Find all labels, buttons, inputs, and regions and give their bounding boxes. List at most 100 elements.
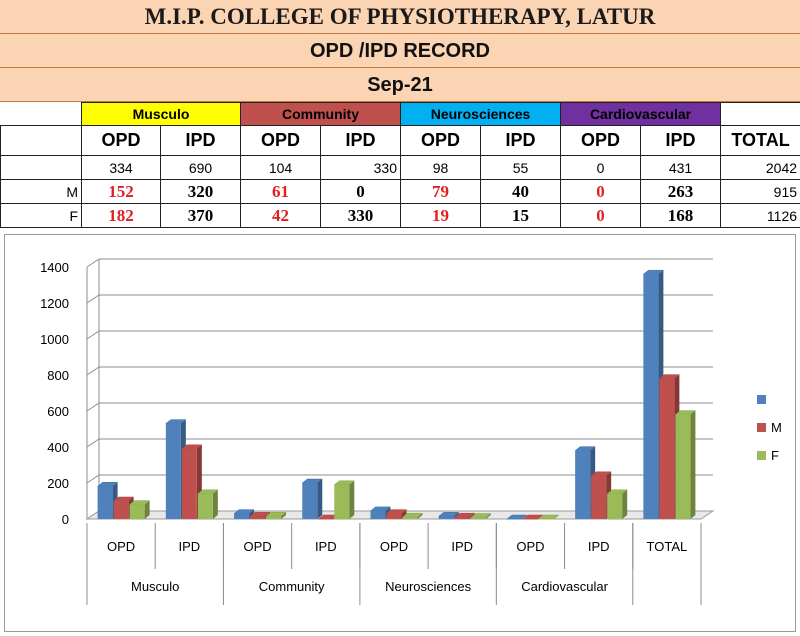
row-label (0, 155, 82, 180)
bar (386, 513, 402, 519)
sub-header: OPD (400, 125, 481, 156)
x-tick-label: OPD (243, 539, 271, 554)
department-header-row: Musculo Community Neurosciences Cardiova… (1, 102, 800, 126)
bar (318, 519, 334, 520)
y-tick-label: 0 (62, 512, 69, 527)
table-cell: 168 (640, 203, 722, 228)
sub-header: IPD (479, 125, 562, 156)
bar-side (144, 500, 150, 519)
bar-side (485, 513, 491, 519)
table-cell: 0 (320, 179, 401, 204)
dept-header-community: Community (240, 102, 401, 126)
legend-swatch (757, 395, 766, 404)
bar (266, 516, 282, 519)
bar (97, 486, 113, 519)
dept-header-musculo: Musculo (81, 102, 241, 126)
group-label: Cardiovascular (521, 579, 608, 594)
row-label: F (0, 203, 82, 228)
bar (402, 517, 418, 519)
bar-side (622, 489, 628, 519)
dept-header-neurosciences: Neurosciences (399, 102, 562, 126)
bar (302, 483, 318, 519)
bar-top (96, 481, 119, 487)
bar (165, 423, 181, 519)
sub-header: OPD (81, 125, 161, 156)
table-cell: 61 (240, 179, 321, 204)
bar-top (333, 480, 356, 486)
x-tick-label: OPD (380, 539, 408, 554)
table-cell: 0 (560, 203, 642, 228)
table-cell: 40 (479, 179, 562, 204)
bar-side (401, 509, 407, 519)
bar (438, 516, 454, 519)
bar (250, 516, 266, 519)
opd-ipd-table: Musculo Community Neurosciences Cardiova… (0, 102, 800, 228)
legend-swatch (757, 451, 766, 460)
x-tick-label: IPD (178, 539, 200, 554)
table-cell: 182 (81, 203, 161, 228)
bar-side (317, 479, 323, 519)
x-tick-label: OPD (107, 539, 135, 554)
bar-top (181, 444, 203, 450)
y-tick-label: 600 (47, 404, 69, 419)
table-cell: 263 (640, 179, 722, 204)
table-cell: 42 (240, 203, 321, 228)
legend-label: M (771, 420, 782, 435)
row-total: 1126 (720, 203, 800, 228)
y-tick-label: 400 (47, 440, 69, 455)
y-tick-label: 800 (47, 368, 69, 383)
bar (506, 519, 522, 520)
bar-side (417, 513, 423, 519)
table-cell: 0 (560, 179, 642, 204)
sub-header-corner (0, 125, 82, 156)
bar (470, 517, 486, 519)
bar (538, 519, 554, 520)
bar (643, 274, 659, 519)
group-label: Community (259, 579, 325, 594)
y-tick-label: 200 (47, 476, 69, 491)
gridline-side (86, 402, 100, 412)
bar (334, 484, 350, 519)
table-cell: 330 (320, 203, 401, 228)
table-row-male: M 152 320 61 0 79 40 0 263 915 (0, 179, 800, 204)
table-cell: 0 (560, 155, 642, 180)
bar-top (590, 471, 612, 477)
chart-area: 0 200 400 600 800 1000 1200 1400 OPD IPD OPD IPD OPD… (4, 234, 796, 632)
bar (181, 448, 197, 519)
x-tick-label: IPD (451, 539, 473, 554)
gridline-side (86, 330, 100, 340)
bar (113, 501, 129, 519)
table-cell: 104 (240, 155, 321, 180)
gridline-side (86, 438, 100, 448)
sub-header: OPD (240, 125, 321, 156)
table-cell: 334 (81, 155, 161, 180)
table-cell: 19 (400, 203, 481, 228)
table-cell: 152 (81, 179, 161, 204)
header-corner (1, 103, 82, 126)
bar-side (349, 480, 355, 519)
bar-side (212, 489, 218, 519)
record-subtitle: OPD /IPD RECORD (0, 34, 800, 68)
table-cell: 330 (320, 155, 401, 180)
x-tick-label: IPD (588, 539, 610, 554)
table-row-female: F 182 370 42 330 19 15 0 168 1126 (0, 203, 800, 228)
y-tick-label: 1200 (40, 296, 69, 311)
college-title: M.I.P. COLLEGE OF PHYSIOTHERAPY, LATUR (0, 0, 800, 34)
sub-header: OPD (560, 125, 642, 156)
bar (591, 475, 607, 519)
group-label: Neurosciences (385, 579, 471, 594)
bar-top (385, 509, 408, 514)
bar-top (233, 509, 255, 514)
bar-side (690, 410, 696, 519)
dept-header-cardiovascular: Cardiovascular (560, 102, 722, 126)
table-row-total: 334 690 104 330 98 55 0 431 2042 (0, 155, 800, 180)
y-tick-label: 1400 (40, 260, 69, 275)
bar (454, 517, 470, 519)
bar (575, 450, 591, 519)
sub-header-row: OPD IPD OPD IPD OPD IPD OPD IPD TOTAL (0, 125, 800, 156)
bar (607, 493, 623, 519)
row-total: 915 (720, 179, 800, 204)
table-cell: 370 (160, 203, 241, 228)
gridline-side (86, 366, 100, 376)
table-cell: 55 (479, 155, 562, 180)
